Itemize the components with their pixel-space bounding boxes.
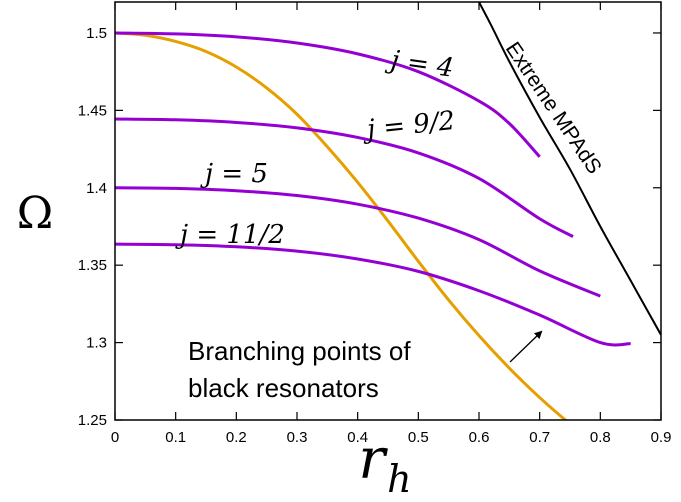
series-line-3 [115,186,601,298]
x-tick-label: 0.3 [287,429,308,446]
plot-frame [114,1,662,421]
branching-arrow [509,330,543,363]
y-tick-label: 1.4 [86,180,107,197]
x-axis-label-sub: h [387,457,411,501]
label-j92: j = 9/2 [361,106,457,146]
label-j5: j = 5 [200,159,268,189]
x-tick-label: 0.7 [529,429,550,446]
x-axis-label: rh [358,427,411,501]
x-tick-label: 0.9 [651,429,672,446]
label-extreme-mpads: Extreme MPAdS [501,38,606,178]
x-tick-label: 0.4 [347,429,368,446]
x-tick-label: 0.1 [165,429,186,446]
tick-labels: 0 0.1 0.2 0.3 0.4 0.5 0.6 0.7 0.8 0.9 1.25 1.3 1.35 1… [78,25,672,446]
series-line-2 [115,117,574,238]
label-j4: j = 4 [384,45,455,84]
x-tick-label: 0.6 [469,429,490,446]
y-tick-label: 1.25 [78,412,107,429]
label-branching-line2: black resonators [188,373,379,403]
series-layer [115,2,661,420]
axis-ticks [114,2,662,421]
x-axis-label-main: r [358,427,388,492]
branching-points-curve [115,31,568,420]
extreme-mpads-curve [478,2,661,336]
y-tick-label: 1.5 [86,25,107,42]
y-tick-label: 1.45 [78,102,107,119]
x-tick-label: 0.8 [590,429,611,446]
label-branching-line1: Branching points of [188,336,411,366]
series-line-1 [115,31,541,158]
x-tick-label: 0.5 [408,429,429,446]
y-tick-label: 1.3 [86,335,107,352]
y-tick-label: 1.35 [78,257,107,274]
series-line-4 [115,242,631,347]
x-tick-label: 0.2 [226,429,247,446]
y-axis-label: Ω [17,188,53,239]
label-j112: j = 11/2 [175,220,285,250]
x-tick-label: 0 [111,429,119,446]
